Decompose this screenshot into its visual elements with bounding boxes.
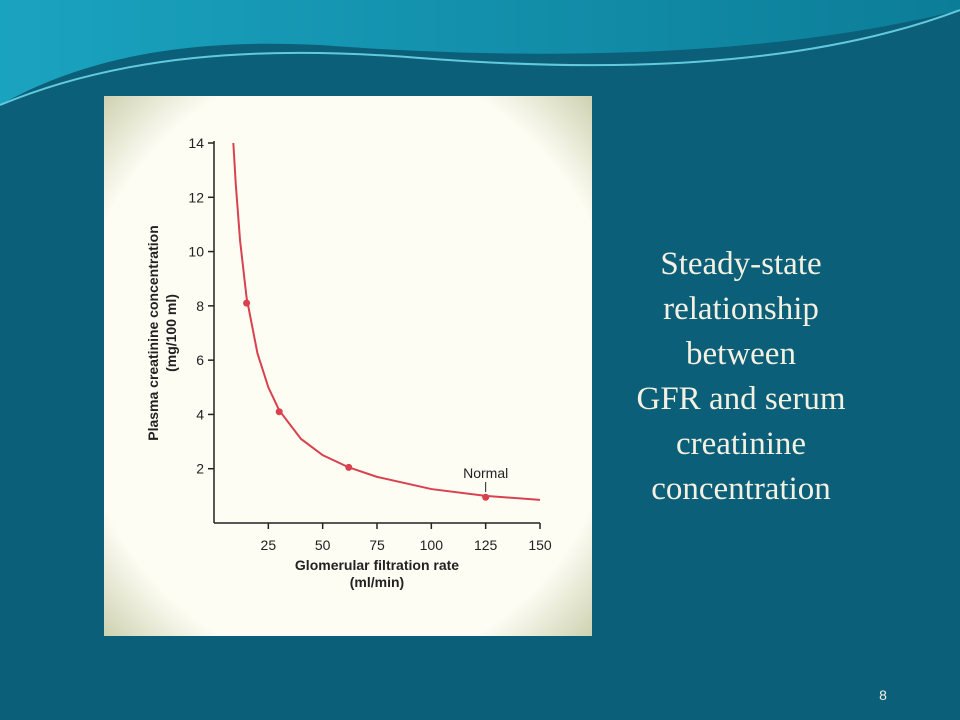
wave bbox=[0, 0, 960, 105]
y-tick-label: 8 bbox=[196, 298, 204, 314]
y-axis-label: Plasma creatinine concentration bbox=[145, 225, 161, 441]
slide-text-line: creatinine bbox=[676, 426, 806, 462]
slide-text: Steady-state relationship between GFR and s… bbox=[637, 246, 846, 507]
curve bbox=[232, 142, 541, 501]
chart: 2 4 6 8 10 12 14 25 50 75 100 125 150 Glomerular filt… bbox=[145, 135, 552, 590]
x-axis-label: (ml/min) bbox=[350, 574, 404, 590]
y-tick-label: 4 bbox=[196, 406, 204, 422]
y-tick-label: 14 bbox=[188, 135, 204, 151]
point bbox=[482, 493, 490, 501]
x-tick-label: 100 bbox=[420, 537, 444, 553]
x-tick-label: 50 bbox=[315, 537, 331, 553]
x-axis-label: Glomerular filtration rate bbox=[295, 557, 459, 573]
x-tick-label: 150 bbox=[528, 537, 552, 553]
slide-text-line: concentration bbox=[651, 471, 831, 507]
point bbox=[275, 408, 283, 416]
chart-frame bbox=[104, 96, 592, 636]
wave-line bbox=[0, 9, 960, 106]
slide-text-line: Steady-state bbox=[660, 246, 821, 282]
slide-text-line: relationship bbox=[663, 291, 819, 327]
x-tick-label: 25 bbox=[261, 537, 277, 553]
y-axis-label: (mg/100 ml) bbox=[163, 294, 179, 372]
y-tick-label: 2 bbox=[196, 461, 204, 477]
y-tick-label: 12 bbox=[188, 189, 204, 205]
x-tick-label: 75 bbox=[369, 537, 385, 553]
y-tick-label: 6 bbox=[196, 352, 204, 368]
y-tick-label: 10 bbox=[188, 244, 204, 260]
slide-text-line: GFR and serum bbox=[637, 381, 846, 417]
point bbox=[243, 299, 251, 307]
x-tick-label: 125 bbox=[474, 537, 498, 553]
point bbox=[345, 463, 353, 471]
slide-text-line: between bbox=[686, 336, 796, 372]
annotation: Normal bbox=[463, 465, 508, 481]
page-number: 8 bbox=[879, 687, 887, 703]
